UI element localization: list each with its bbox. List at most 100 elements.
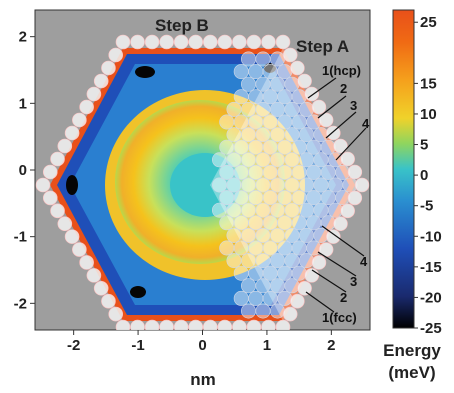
lattice-atom	[298, 253, 314, 269]
lattice-atom	[291, 114, 307, 130]
lattice-atom	[255, 227, 271, 243]
rim-atom	[232, 34, 247, 50]
rim-atom	[318, 112, 334, 128]
rim-atom	[202, 319, 218, 330]
lattice-atom	[313, 177, 329, 193]
lattice-atom	[269, 253, 285, 269]
lattice-atom	[320, 164, 336, 180]
lattice-atom	[277, 164, 293, 180]
lattice-atom	[284, 278, 300, 294]
x-axis-label: nm	[190, 370, 216, 389]
lattice-atom	[226, 177, 242, 193]
rim-atom	[64, 125, 80, 141]
lattice-atom	[212, 177, 228, 193]
rim-atom	[50, 203, 65, 219]
lattice-atom	[291, 190, 307, 206]
lattice-atom	[277, 89, 293, 105]
rim-atom	[202, 34, 218, 50]
colorbar-tick-label-3: 5	[420, 137, 428, 154]
lattice-atom	[241, 101, 257, 117]
rim-atom	[93, 280, 109, 296]
lattice-atom	[255, 51, 271, 67]
y-tick-label-2: 0	[19, 162, 27, 179]
lattice-atom	[262, 240, 278, 256]
lattice-atom	[284, 202, 300, 218]
lattice-atom	[226, 101, 242, 117]
lattice-atom	[298, 127, 314, 143]
lattice-atom	[277, 139, 293, 155]
rim-atom	[304, 86, 320, 102]
rim-atom	[261, 319, 276, 330]
lattice-atom	[219, 215, 235, 231]
rim-atom	[57, 216, 73, 232]
lattice-atom	[255, 202, 271, 218]
y-axis: 2 1 0 -1 -2	[14, 29, 35, 312]
lattice-atom	[269, 177, 285, 193]
rim-atom	[217, 34, 233, 50]
colorbar-label-line2: (meV)	[388, 363, 435, 382]
lattice-atom	[313, 227, 329, 243]
lattice-atom	[241, 127, 257, 143]
rim-atom	[340, 151, 355, 167]
rim-atom	[333, 138, 348, 154]
rim-atom	[311, 255, 327, 270]
lattice-atom	[269, 101, 285, 117]
lattice-atom	[248, 190, 264, 206]
rim-atom	[50, 151, 65, 167]
lattice-atom	[233, 89, 249, 105]
x-axis: -2 -1 0 1 2	[67, 330, 336, 354]
lattice-atom	[291, 265, 307, 281]
lattice-atom	[269, 278, 285, 294]
upper-label-1: 1(hcp)	[322, 63, 361, 78]
y-tick-label-1: 1	[19, 95, 27, 112]
lattice-atom	[233, 190, 249, 206]
lattice-atom	[226, 202, 242, 218]
lattice-atom	[248, 64, 264, 80]
rim-atom	[275, 34, 291, 50]
lattice-atom	[226, 127, 242, 143]
lattice-atom	[255, 127, 271, 143]
rim-atom	[333, 216, 348, 232]
lattice-atom	[241, 253, 257, 269]
lattice-atom	[284, 127, 300, 143]
rim-atom	[64, 229, 80, 244]
rim-atom	[290, 60, 305, 76]
rim-atom	[101, 60, 116, 76]
rim-atom	[173, 34, 189, 50]
lattice-atom	[277, 290, 293, 306]
lattice-atom	[277, 190, 293, 206]
annotation-arrows	[305, 77, 367, 313]
lattice-atom	[248, 139, 264, 155]
rim-atom	[108, 306, 124, 322]
rim-atom	[115, 319, 131, 330]
x-tick-label-3: 1	[263, 337, 271, 354]
lattice-atom	[248, 164, 264, 180]
lattice-atom	[241, 278, 257, 294]
rim-atom	[340, 203, 355, 219]
lattice-atom	[298, 202, 314, 218]
lattice-atom	[233, 164, 249, 180]
lower-label-4: 4	[360, 254, 368, 269]
rim-atom	[79, 255, 94, 270]
x-tick-label-1: -1	[131, 337, 144, 354]
lattice-atom	[262, 164, 278, 180]
lattice-atom	[219, 240, 235, 256]
rim-atom	[130, 319, 145, 330]
lattice-atom	[241, 202, 257, 218]
rim-atoms	[35, 34, 370, 330]
lattice-atom	[284, 253, 300, 269]
lattice-atom	[248, 290, 264, 306]
lattice-atom	[233, 114, 249, 130]
rim-atom	[115, 34, 131, 50]
minimum-top-left	[135, 66, 155, 78]
lattice-atom	[269, 303, 285, 319]
lattice-atom	[262, 139, 278, 155]
lattice-atom	[255, 303, 271, 319]
lattice-atom	[212, 202, 228, 218]
lattice-atom	[320, 190, 336, 206]
rim-atom	[72, 242, 87, 257]
lattice-atom	[248, 114, 264, 130]
rim-atom	[42, 164, 58, 180]
lattice-atom	[255, 152, 271, 168]
lattice-atom	[248, 215, 264, 231]
